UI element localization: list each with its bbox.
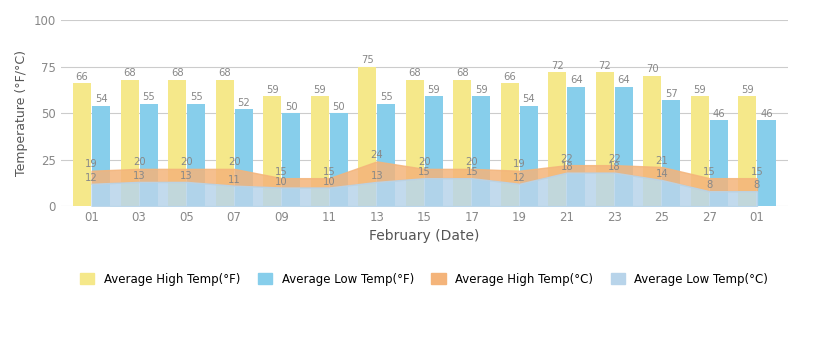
Bar [377, 104, 395, 206]
Text: 68: 68 [124, 68, 136, 78]
Bar [758, 121, 775, 206]
Text: 12: 12 [513, 173, 525, 183]
Text: 50: 50 [285, 102, 297, 111]
Text: 70: 70 [646, 64, 659, 74]
Text: 15: 15 [703, 167, 715, 177]
Text: 59: 59 [314, 85, 326, 95]
Text: 22: 22 [560, 153, 574, 164]
Bar [520, 106, 538, 206]
Text: 11: 11 [227, 175, 241, 185]
Text: 59: 59 [741, 85, 754, 95]
Text: 52: 52 [237, 98, 250, 108]
Text: 13: 13 [180, 171, 193, 181]
Bar [568, 87, 585, 206]
Text: 18: 18 [608, 162, 621, 172]
Text: 59: 59 [694, 85, 706, 95]
Text: 8: 8 [754, 180, 760, 190]
Bar [139, 104, 158, 206]
Text: 18: 18 [560, 162, 574, 172]
Text: 20: 20 [228, 157, 241, 167]
Bar [216, 80, 234, 206]
Text: 68: 68 [171, 68, 183, 78]
Bar [739, 96, 756, 206]
Bar [263, 96, 281, 206]
Text: 46: 46 [713, 109, 725, 119]
Bar [691, 96, 709, 206]
Text: 10: 10 [276, 177, 288, 186]
Text: 8: 8 [706, 180, 713, 190]
Bar [643, 76, 662, 206]
Text: 59: 59 [266, 85, 279, 95]
Bar [310, 96, 329, 206]
Text: 64: 64 [618, 76, 630, 85]
Bar [282, 113, 300, 206]
Text: 15: 15 [323, 167, 335, 177]
Text: 68: 68 [408, 68, 421, 78]
Text: 55: 55 [190, 92, 203, 102]
Text: 10: 10 [323, 177, 335, 186]
Text: 59: 59 [427, 85, 440, 95]
Bar [453, 80, 471, 206]
Text: 55: 55 [380, 92, 393, 102]
Bar [549, 72, 566, 206]
Text: 54: 54 [523, 94, 535, 104]
Text: 55: 55 [142, 92, 155, 102]
Text: 20: 20 [133, 157, 145, 167]
Text: 15: 15 [276, 167, 288, 177]
Bar [92, 106, 110, 206]
Text: 15: 15 [466, 167, 478, 177]
Text: 72: 72 [598, 60, 611, 71]
Text: 72: 72 [551, 60, 564, 71]
Text: 64: 64 [570, 76, 583, 85]
Text: 57: 57 [665, 89, 678, 98]
Legend: Average High Temp(°F), Average Low Temp(°F), Average High Temp(°C), Average Low : Average High Temp(°F), Average Low Temp(… [76, 268, 773, 290]
Text: 19: 19 [85, 159, 98, 169]
Bar [425, 96, 442, 206]
Text: 14: 14 [656, 169, 668, 179]
Bar [500, 83, 519, 206]
Text: 54: 54 [95, 94, 107, 104]
Bar [596, 72, 614, 206]
Text: 12: 12 [85, 173, 98, 183]
Text: 20: 20 [418, 157, 431, 167]
Text: 15: 15 [417, 167, 431, 177]
Bar [187, 104, 205, 206]
Bar [235, 109, 252, 206]
Text: 19: 19 [513, 159, 525, 169]
Text: 21: 21 [656, 156, 668, 165]
Bar [73, 83, 91, 206]
Text: 59: 59 [475, 85, 488, 95]
X-axis label: February (Date): February (Date) [369, 230, 480, 244]
Text: 50: 50 [332, 102, 345, 111]
Bar [662, 100, 681, 206]
Y-axis label: Temperature (°F/°C): Temperature (°F/°C) [15, 50, 28, 176]
Text: 15: 15 [750, 167, 764, 177]
Text: 68: 68 [218, 68, 231, 78]
Bar [168, 80, 186, 206]
Text: 46: 46 [760, 109, 773, 119]
Bar [710, 121, 728, 206]
Text: 75: 75 [361, 55, 374, 65]
Text: 13: 13 [133, 171, 145, 181]
Text: 13: 13 [370, 171, 383, 181]
Text: 66: 66 [76, 72, 89, 82]
Bar [330, 113, 348, 206]
Bar [472, 96, 491, 206]
Text: 22: 22 [608, 153, 621, 164]
Text: 66: 66 [504, 72, 516, 82]
Bar [359, 67, 376, 206]
Text: 20: 20 [180, 157, 193, 167]
Text: 20: 20 [466, 157, 478, 167]
Bar [615, 87, 633, 206]
Text: 68: 68 [456, 68, 469, 78]
Text: 24: 24 [370, 150, 383, 160]
Bar [120, 80, 139, 206]
Bar [406, 80, 424, 206]
